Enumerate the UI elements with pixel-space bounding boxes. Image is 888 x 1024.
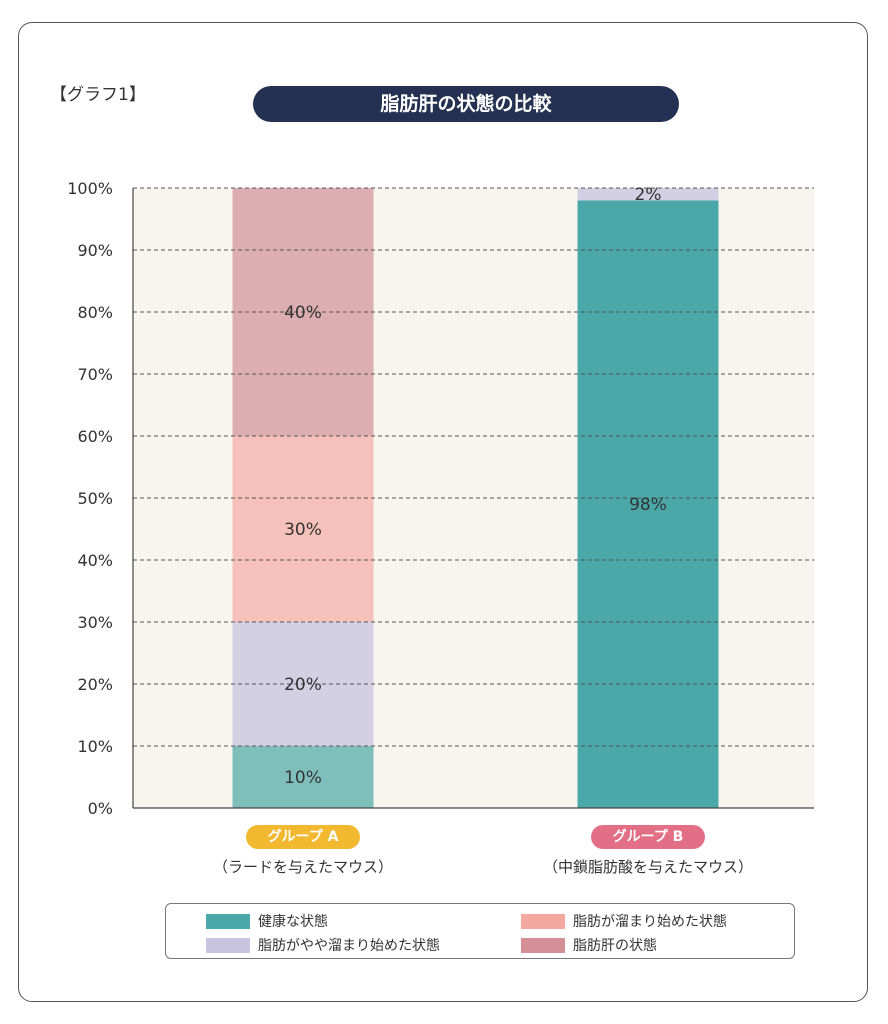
legend-item-healthy: 健康な状態	[206, 911, 328, 931]
legend-swatch-starting	[521, 913, 565, 929]
data-label-a-slight: 20%	[284, 675, 322, 695]
y-tick-label: 90%	[77, 241, 113, 260]
legend: 健康な状態 脂肪が溜まり始めた状態 脂肪がやや溜まり始めた状態 脂肪肝の状態	[165, 903, 795, 959]
chart-title: 脂肪肝の状態の比較	[253, 86, 679, 122]
y-tick-label: 70%	[77, 365, 113, 384]
bar-b-slight	[577, 188, 719, 201]
y-tick-label: 10%	[77, 737, 113, 756]
group-a-description: （ラードを与えたマウス）	[212, 858, 393, 876]
group-b-description: （中鎖脂肪酸を与えたマウス）	[542, 858, 753, 876]
bar-b-healthy	[577, 200, 719, 808]
legend-swatch-fatty	[521, 937, 565, 953]
y-tick-label: 60%	[77, 427, 113, 446]
group-b-badge: グループ B	[591, 825, 705, 849]
y-tick-label: 50%	[77, 489, 113, 508]
legend-swatch-healthy	[206, 913, 250, 929]
y-tick-label: 0%	[88, 799, 113, 818]
y-tick-label: 20%	[77, 675, 113, 694]
y-tick-label: 40%	[77, 551, 113, 570]
legend-item-fatty: 脂肪肝の状態	[521, 935, 657, 955]
graph-number-label: 【グラフ1】	[50, 85, 146, 105]
figure-frame	[18, 22, 868, 1002]
legend-label-fatty: 脂肪肝の状態	[573, 938, 657, 954]
bar-a-starting	[232, 436, 374, 622]
legend-label-starting: 脂肪が溜まり始めた状態	[573, 914, 727, 930]
data-label-a-fatty: 40%	[284, 303, 322, 323]
legend-item-slight: 脂肪がやや溜まり始めた状態	[206, 935, 440, 955]
legend-item-starting: 脂肪が溜まり始めた状態	[521, 911, 727, 931]
data-label-b-healthy: 98%	[629, 495, 667, 515]
group-a-badge: グループ A	[246, 825, 360, 849]
legend-swatch-slight	[206, 937, 250, 953]
legend-label-healthy: 健康な状態	[258, 914, 328, 930]
y-tick-label: 30%	[77, 613, 113, 632]
bar-a-healthy	[232, 746, 374, 808]
legend-label-slight: 脂肪がやや溜まり始めた状態	[258, 938, 440, 954]
y-tick-label: 100%	[67, 179, 113, 198]
data-label-a-starting: 30%	[284, 520, 322, 540]
data-label-b-slight: 2%	[635, 185, 662, 205]
y-tick-label: 80%	[77, 303, 113, 322]
data-label-a-healthy: 10%	[284, 768, 322, 788]
